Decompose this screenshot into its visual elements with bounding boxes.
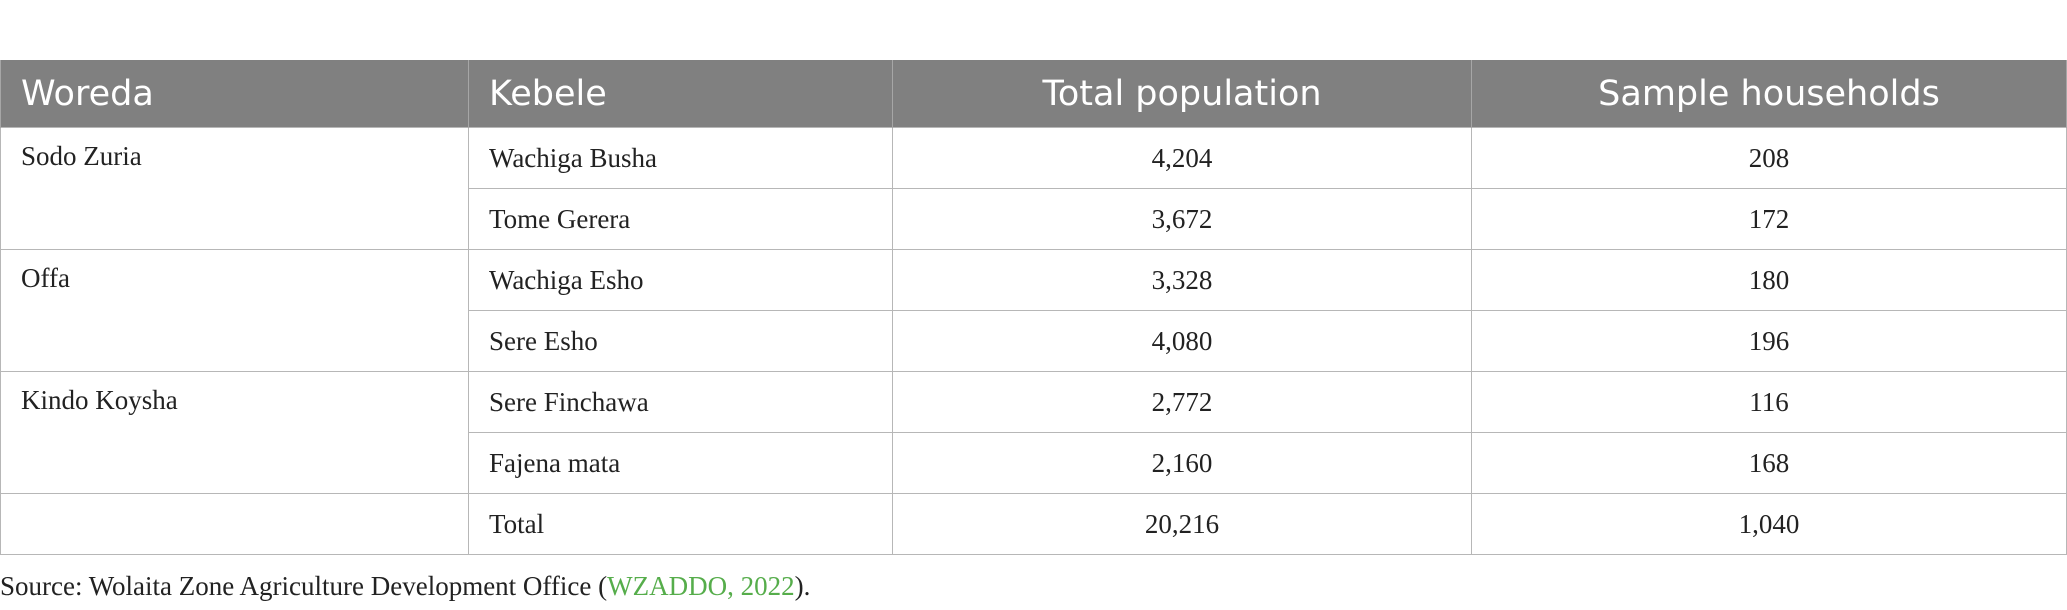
households-cell: 172 bbox=[1471, 188, 2067, 250]
population-cell: 2,772 bbox=[892, 371, 1472, 433]
table-header-row: Woreda Kebele Total population Sample ho… bbox=[0, 60, 2067, 128]
kebele-cell: Wachiga Busha bbox=[468, 127, 893, 189]
households-cell: 116 bbox=[1471, 371, 2067, 433]
total-label-cell: Total bbox=[468, 493, 893, 555]
table-row: Kindo Koysha Sere Finchawa 2,772 116 bbox=[0, 371, 2067, 494]
total-row: Total 20,216 1,040 bbox=[0, 493, 2067, 555]
source-prefix: Source: Wolaita Zone Agriculture Develop… bbox=[0, 571, 608, 601]
households-cell: 168 bbox=[1471, 432, 2067, 494]
kebele-cell: Sere Esho bbox=[468, 310, 893, 372]
table-row: Offa Wachiga Esho 3,328 180 bbox=[0, 249, 2067, 372]
source-citation-link[interactable]: WZADDO, 2022 bbox=[607, 571, 795, 601]
woreda-cell: Sodo Zuria bbox=[0, 127, 469, 250]
header-total-population: Total population bbox=[892, 60, 1472, 128]
population-cell: 4,080 bbox=[892, 310, 1472, 372]
table-row: Fajena mata 2,160 168 bbox=[1, 432, 2067, 494]
kebele-cell: Sere Finchawa bbox=[468, 371, 893, 433]
population-cell: 2,160 bbox=[892, 432, 1472, 494]
woreda-cell: Offa bbox=[0, 249, 469, 372]
source-note: Source: Wolaita Zone Agriculture Develop… bbox=[0, 571, 810, 602]
households-cell: 180 bbox=[1471, 249, 2067, 311]
header-woreda: Woreda bbox=[0, 60, 469, 128]
woreda-cell: Kindo Koysha bbox=[0, 371, 469, 494]
population-cell: 3,672 bbox=[892, 188, 1472, 250]
population-table: Woreda Kebele Total population Sample ho… bbox=[0, 60, 2067, 555]
kebele-cell: Fajena mata bbox=[468, 432, 893, 494]
total-woreda-cell bbox=[0, 493, 469, 555]
population-cell: 3,328 bbox=[892, 249, 1472, 311]
total-households-cell: 1,040 bbox=[1471, 493, 2067, 555]
total-population-cell: 20,216 bbox=[892, 493, 1472, 555]
header-kebele: Kebele bbox=[468, 60, 893, 128]
table-row: Tome Gerera 3,672 172 bbox=[1, 188, 2067, 250]
source-suffix: ). bbox=[794, 571, 811, 601]
table-row: Sodo Zuria Wachiga Busha 4,204 208 bbox=[0, 127, 2067, 250]
households-cell: 208 bbox=[1471, 127, 2067, 189]
header-sample-households: Sample households bbox=[1471, 60, 2067, 128]
data-table-container: Woreda Kebele Total population Sample ho… bbox=[0, 60, 2067, 555]
kebele-cell: Wachiga Esho bbox=[468, 249, 893, 311]
kebele-cell: Tome Gerera bbox=[468, 188, 893, 250]
households-cell: 196 bbox=[1471, 310, 2067, 372]
population-cell: 4,204 bbox=[892, 127, 1472, 189]
